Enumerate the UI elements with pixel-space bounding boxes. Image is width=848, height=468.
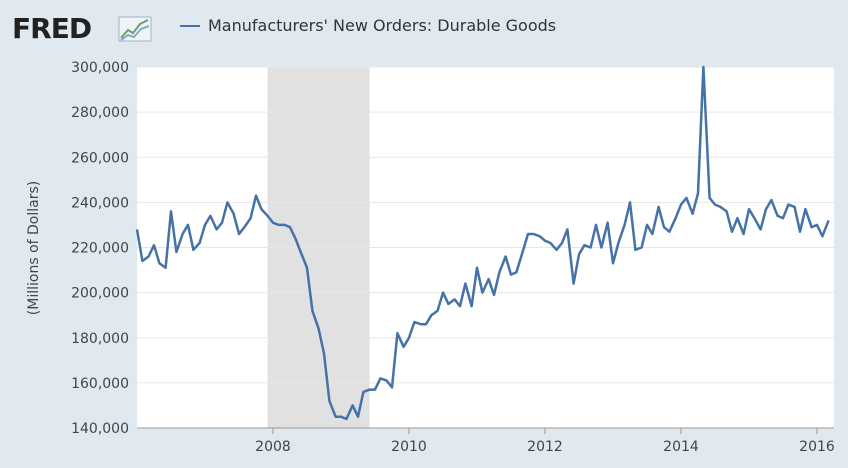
x-tick-label: 2008 [255,439,291,455]
y-tick-label: 220,000 [71,241,129,257]
y-tick-label: 200,000 [71,286,129,302]
x-tick-label: 2014 [663,439,699,455]
legend-label: Manufacturers' New Orders: Durable Goods [208,16,557,35]
x-tick-label: 2010 [391,439,427,455]
x-tick-label: 2016 [799,439,835,455]
y-axis-label: (Millions of Dollars) [26,181,42,315]
chart-line-icon [118,16,152,42]
x-tick-label: 2012 [527,439,563,455]
chart-legend[interactable]: Manufacturers' New Orders: Durable Goods [180,16,556,35]
chart-header: FRED Manufacturers' New Orders: Durable … [0,0,848,52]
y-tick-label: 280,000 [71,105,129,121]
y-tick-label: 140,000 [71,421,129,437]
y-tick-label: 260,000 [71,150,129,166]
fred-logo[interactable]: FRED [12,12,92,45]
legend-swatch [180,24,200,27]
series-layer [135,65,830,421]
y-tick-label: 160,000 [71,376,129,392]
y-tick-label: 180,000 [71,331,129,347]
y-tick-label: 240,000 [71,195,129,211]
axes: 140,000 160,000 180,000 200,000 220,000 240,0… [71,60,835,455]
y-tick-label: 300,000 [71,60,129,76]
series-line [135,65,830,421]
